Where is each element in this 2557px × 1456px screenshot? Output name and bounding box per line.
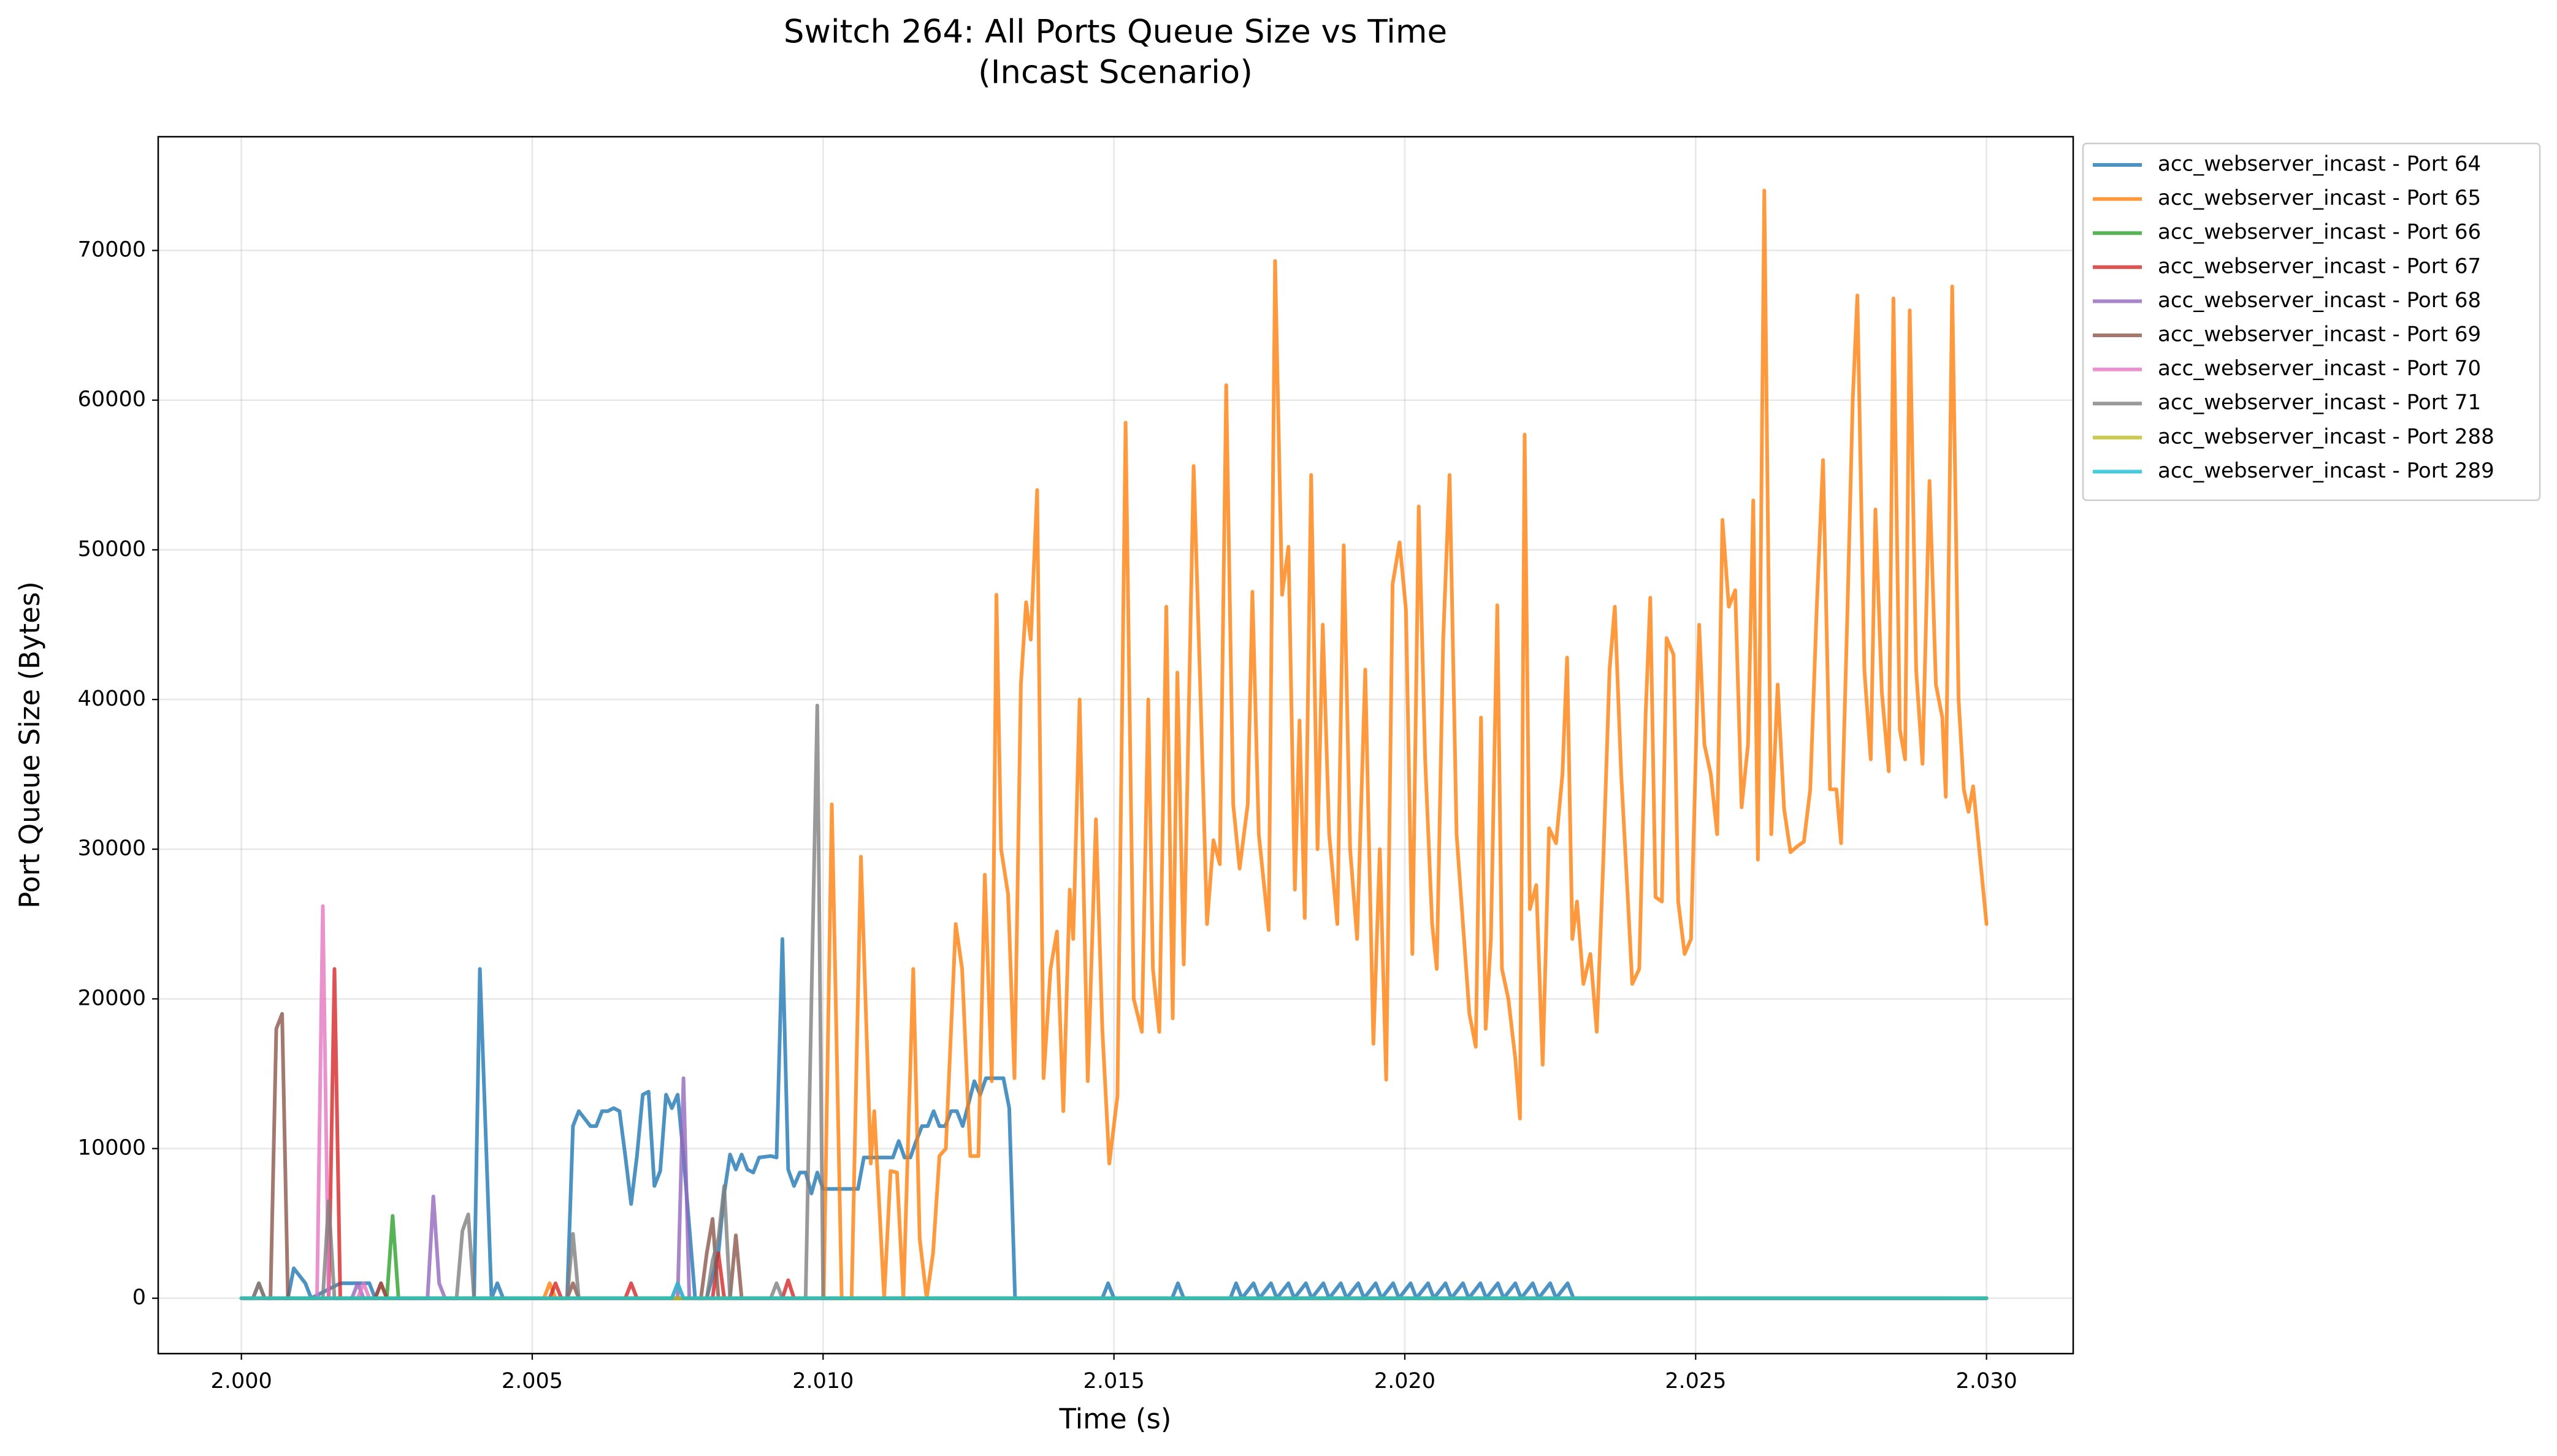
y-tick-label: 40000 [78,687,146,711]
grid [158,137,2073,1354]
y-tick-label: 70000 [78,238,146,262]
plot-frame [157,135,2074,1355]
y-tick-label: 50000 [78,537,146,562]
series-line [239,1076,1989,1300]
legend-box [2082,142,2541,501]
x-axis-label: Time (s) [1059,1403,1172,1435]
y-tick-label: 0 [132,1286,146,1310]
legend-label: acc_webserver_incast - Port 289 [2158,459,2494,483]
legend-label: acc_webserver_incast - Port 288 [2158,424,2494,449]
series-line [239,1281,1989,1300]
legend-label: acc_webserver_incast - Port 67 [2158,254,2481,278]
chart-title: Switch 264: All Ports Queue Size vs Time [784,13,1447,51]
x-tick-label: 2.020 [1374,1369,1435,1393]
legend-label: acc_webserver_incast - Port 64 [2158,152,2481,177]
legend-label: acc_webserver_incast - Port 70 [2158,356,2481,381]
y-tick-label: 30000 [78,836,146,861]
y-tick-label: 20000 [78,986,146,1010]
legend: acc_webserver_incast - Port 64 acc_webser… [2082,142,2541,501]
x-tick-label: 2.030 [1956,1369,2017,1393]
chart-subtitle: (Incast Scenario) [978,54,1253,91]
x-tick-label: 2.000 [211,1369,272,1393]
x-tick-label: 2.015 [1084,1369,1145,1393]
legend-label: acc_webserver_incast - Port 65 [2158,186,2481,210]
x-tick-label: 2.010 [792,1369,854,1393]
legend-label: acc_webserver_incast - Port 71 [2158,391,2481,415]
y-tick-label: 10000 [78,1136,146,1161]
series-line [239,937,1989,1300]
y-axis-label: Port Queue Size (Bytes) [13,581,46,909]
x-tick-label: 2.025 [1665,1369,1726,1393]
series-line [239,188,1989,1300]
legend-label: acc_webserver_incast - Port 68 [2158,288,2481,313]
x-tick-label: 2.005 [502,1369,563,1393]
y-tick-label: 60000 [78,387,146,412]
legend-label: acc_webserver_incast - Port 66 [2158,220,2481,245]
legend-label: acc_webserver_incast - Port 69 [2158,322,2481,347]
